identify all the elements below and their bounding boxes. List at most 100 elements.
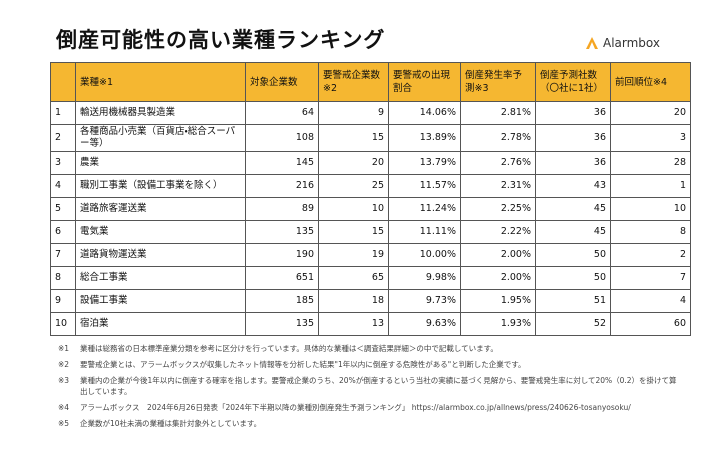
rank-cell: 5 [50, 197, 76, 221]
table-row: 9 設備工事業 185 18 9.73% 1.95% 51 4 [50, 289, 691, 313]
header-row: 業種※1 対象企業数 要警戒企業数※2 要警戒の出現割合 倒産発生率予測※3 倒産予測社数… [50, 62, 691, 102]
rank-cell: 3 [50, 151, 76, 175]
value-cell: 9.98% [388, 266, 461, 290]
table-row: 10 宿泊業 135 13 9.63% 1.93% 52 60 [50, 312, 691, 336]
value-cell: 36 [535, 101, 611, 125]
value-cell: 19 [318, 243, 389, 267]
note-text: 業種は総務省の日本標準産業分類を参考に区分けを行っています。具体的な業種は＜調査… [80, 344, 498, 353]
value-cell: 2.00% [460, 243, 536, 267]
column-header: 倒産発生率予測※3 [460, 62, 536, 102]
table-row: 1 輸送用機械器具製造業 64 9 14.06% 2.81% 36 20 [50, 101, 691, 125]
value-cell: 50 [535, 266, 611, 290]
table-row: 8 総合工事業 651 65 9.98% 2.00% 50 7 [50, 266, 691, 290]
rank-cell: 9 [50, 289, 76, 313]
column-header: 前回順位※4 [610, 62, 691, 102]
value-cell: 2.76% [460, 151, 536, 175]
industry-cell: 設備工事業 [75, 289, 246, 313]
value-cell: 45 [535, 220, 611, 244]
value-cell: 11.11% [388, 220, 461, 244]
value-cell: 51 [535, 289, 611, 313]
value-cell: 64 [245, 101, 319, 125]
ranking-table: 業種※1 対象企業数 要警戒企業数※2 要警戒の出現割合 倒産発生率予測※3 倒産予測社数… [50, 62, 691, 336]
industry-cell: 農業 [75, 151, 246, 175]
value-cell: 65 [318, 266, 389, 290]
value-cell: 89 [245, 197, 319, 221]
value-cell: 20 [610, 101, 691, 125]
value-cell: 15 [318, 220, 389, 244]
rank-cell: 1 [50, 101, 76, 125]
note-text: アラームボックス 2024年6月26日発表「2024年下半期以降の業種別倒産発生… [80, 403, 631, 412]
value-cell: 651 [245, 266, 319, 290]
value-cell: 15 [318, 124, 389, 152]
value-cell: 8 [610, 220, 691, 244]
value-cell: 216 [245, 174, 319, 198]
industry-cell: 電気業 [75, 220, 246, 244]
value-cell: 1.93% [460, 312, 536, 336]
value-cell: 3 [610, 124, 691, 152]
brand-name: Alarmbox [603, 36, 660, 50]
note: ※1 業種は総務省の日本標準産業分類を参考に区分けを行っています。具体的な業種は＜… [58, 343, 678, 354]
value-cell: 1 [610, 174, 691, 198]
value-cell: 7 [610, 266, 691, 290]
value-cell: 2.00% [460, 266, 536, 290]
value-cell: 60 [610, 312, 691, 336]
note-text: 業種内の企業が今後1年以内に倒産する確率を指します。要警戒企業のうち、20%が倒… [80, 376, 677, 396]
title: 倒産可能性の高い業種ランキング [56, 28, 386, 52]
table-row: 3 農業 145 20 13.79% 2.76% 36 28 [50, 151, 691, 175]
table-row: 7 道路貨物運送業 190 19 10.00% 2.00% 50 2 [50, 243, 691, 267]
industry-cell: 輸送用機械器具製造業 [75, 101, 246, 125]
industry-cell: 職別工事業（設備工事業を除く） [75, 174, 246, 198]
rank-cell: 7 [50, 243, 76, 267]
note-text: 企業数が10社未満の業種は集計対象外としています。 [80, 419, 262, 428]
note-mark: ※4 [58, 403, 70, 412]
value-cell: 2.25% [460, 197, 536, 221]
brand-icon [586, 37, 598, 49]
note: ※4 アラームボックス 2024年6月26日発表「2024年下半期以降の業種別倒産… [58, 402, 678, 413]
note: ※2 要警戒企業とは、アラームボックスが収集したネット情報等を分析した結果"1年以… [58, 359, 678, 370]
value-cell: 36 [535, 151, 611, 175]
value-cell: 145 [245, 151, 319, 175]
brand: Alarmbox [585, 36, 660, 50]
value-cell: 13.79% [388, 151, 461, 175]
value-cell: 11.24% [388, 197, 461, 221]
value-cell: 18 [318, 289, 389, 313]
column-header: 倒産予測社数（〇社に1社） [535, 62, 611, 102]
rank-cell: 4 [50, 174, 76, 198]
value-cell: 1.95% [460, 289, 536, 313]
value-cell: 2.81% [460, 101, 536, 125]
column-header: 要警戒の出現割合 [388, 62, 461, 102]
value-cell: 135 [245, 220, 319, 244]
value-cell: 28 [610, 151, 691, 175]
value-cell: 13 [318, 312, 389, 336]
column-header: 対象企業数 [245, 62, 319, 102]
value-cell: 4 [610, 289, 691, 313]
value-cell: 11.57% [388, 174, 461, 198]
industry-cell: 宿泊業 [75, 312, 246, 336]
column-header: 業種※1 [75, 62, 246, 102]
industry-cell: 総合工事業 [75, 266, 246, 290]
notes: ※1 業種は総務省の日本標準産業分類を参考に区分けを行っています。具体的な業種は＜… [58, 343, 678, 434]
rank-cell: 8 [50, 266, 76, 290]
industry-cell: 道路貨物運送業 [75, 243, 246, 267]
note-text: 要警戒企業とは、アラームボックスが収集したネット情報等を分析した結果"1年以内に… [80, 360, 526, 369]
note-mark: ※2 [58, 360, 70, 369]
value-cell: 10 [610, 197, 691, 221]
note-mark: ※5 [58, 419, 70, 428]
value-cell: 43 [535, 174, 611, 198]
column-header [50, 62, 76, 102]
value-cell: 185 [245, 289, 319, 313]
value-cell: 9.73% [388, 289, 461, 313]
value-cell: 14.06% [388, 101, 461, 125]
value-cell: 36 [535, 124, 611, 152]
value-cell: 190 [245, 243, 319, 267]
value-cell: 45 [535, 197, 611, 221]
industry-cell: 道路旅客運送業 [75, 197, 246, 221]
rank-cell: 2 [50, 124, 76, 152]
rank-cell: 10 [50, 312, 76, 336]
value-cell: 52 [535, 312, 611, 336]
value-cell: 10 [318, 197, 389, 221]
value-cell: 135 [245, 312, 319, 336]
note-mark: ※1 [58, 344, 70, 353]
table-row: 2 各種商品小売業（百貨店・総合スーパー等） 108 15 13.89% 2.78% 36 3 [50, 124, 691, 152]
value-cell: 9 [318, 101, 389, 125]
